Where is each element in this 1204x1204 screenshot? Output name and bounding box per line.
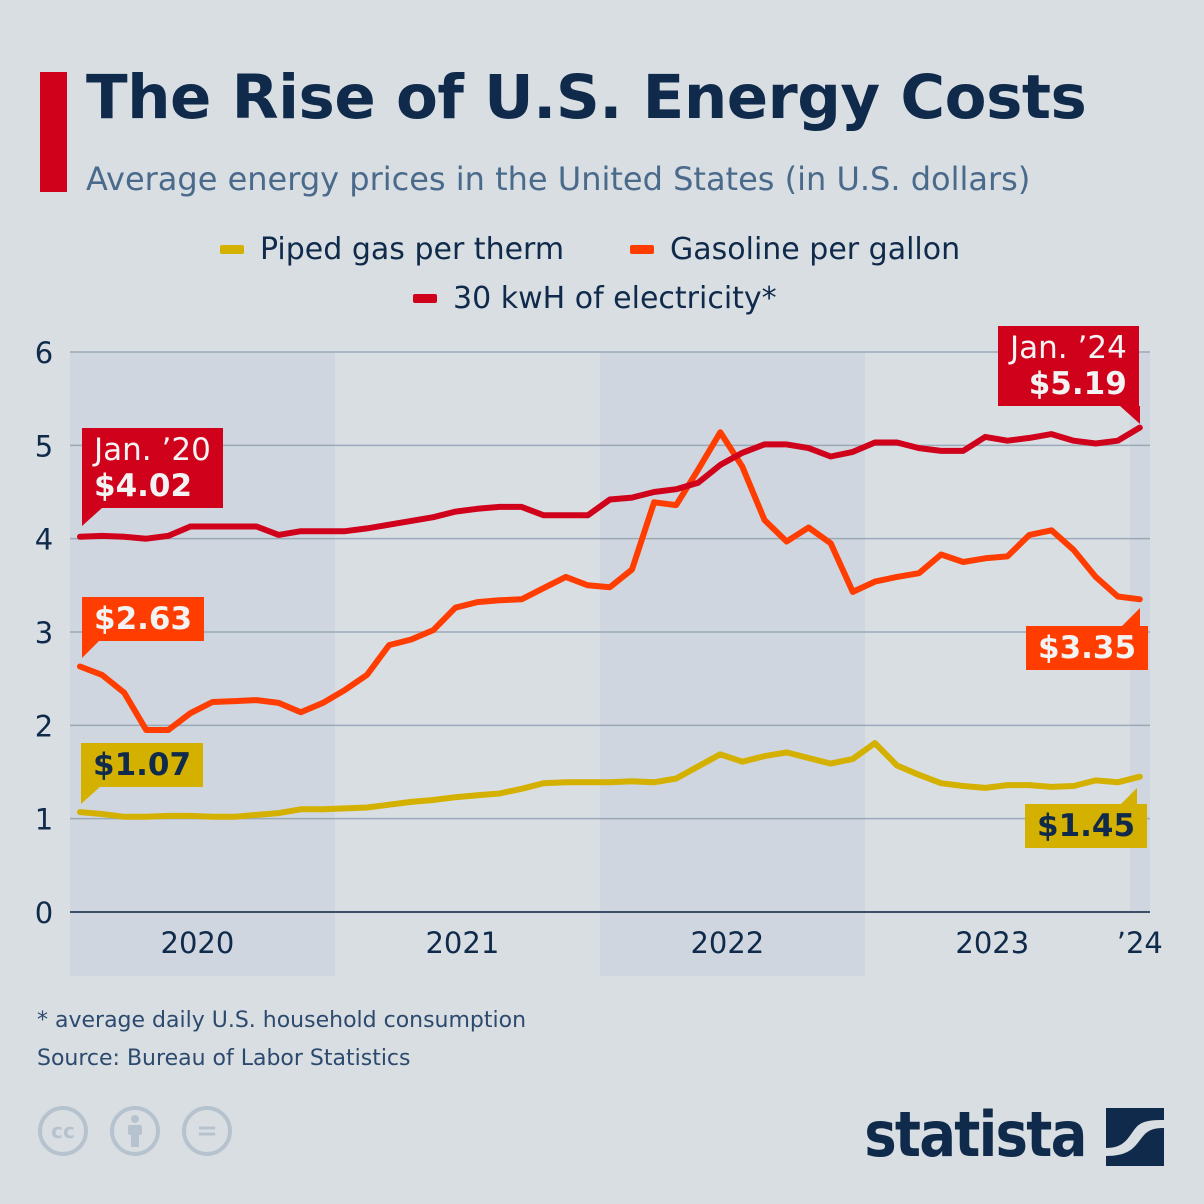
attribution-icon[interactable] <box>110 1106 160 1156</box>
legend-swatch-piped-gas <box>220 245 244 254</box>
annotation-value: $1.45 <box>1037 808 1136 844</box>
x-tick-label: 2023 <box>955 926 1029 960</box>
annotation-electricity-end: Jan. ’24 $5.19 <box>998 326 1139 406</box>
line-gasoline <box>77 429 1143 733</box>
legend-item-electricity: 30 kwH of electricity* <box>413 281 777 316</box>
title-accent-bar <box>40 72 67 192</box>
no-derivatives-icon[interactable]: = <box>182 1106 232 1156</box>
annotation-pointer <box>1120 608 1140 628</box>
y-tick-label: 0 <box>35 896 53 930</box>
equals-icon: = <box>196 1116 218 1146</box>
statista-logo-text: statista <box>864 1098 1088 1171</box>
y-tick-label: 3 <box>35 616 53 650</box>
annotation-value: $1.07 <box>93 747 192 783</box>
footnote: * average daily U.S. household consumpti… <box>37 1008 527 1033</box>
cc-icon[interactable]: cc <box>38 1106 88 1156</box>
x-tick-label: 2022 <box>690 926 764 960</box>
notes: * average daily U.S. household consumpti… <box>37 1002 526 1078</box>
y-tick-label: 6 <box>35 336 53 370</box>
legend-swatch-gasoline <box>630 245 654 254</box>
annotation-piped-gas-end: $1.45 <box>1025 804 1148 848</box>
statista-logo-icon <box>1106 1108 1164 1166</box>
y-tick-label: 1 <box>35 803 53 837</box>
y-tick-label: 5 <box>35 429 53 463</box>
annotation-gasoline-end: $3.35 <box>1026 626 1149 670</box>
annotation-value: $3.35 <box>1038 630 1137 666</box>
annotation-electricity-start: Jan. ’20 $4.02 <box>82 428 223 508</box>
source: Source: Bureau of Labor Statistics <box>37 1046 411 1071</box>
legend-label: Piped gas per therm <box>260 232 565 267</box>
legend-item-gasoline: Gasoline per gallon <box>630 232 960 267</box>
annotation-piped-gas-start: $1.07 <box>81 743 204 787</box>
annotation-pointer <box>1120 406 1140 424</box>
annotation-pointer <box>1117 788 1137 808</box>
line-piped-gas <box>77 740 1143 820</box>
annotation-value: $5.19 <box>1028 366 1127 402</box>
legend-label: Gasoline per gallon <box>670 232 961 267</box>
chart-title: The Rise of U.S. Energy Costs <box>86 62 1087 133</box>
y-tick-label: 4 <box>35 523 53 557</box>
legend-swatch-electricity <box>413 294 437 303</box>
x-tick-label: 2020 <box>161 926 235 960</box>
y-tick-label: 2 <box>35 709 53 743</box>
line-electricity <box>77 424 1143 542</box>
cc-icon-text: cc <box>51 1119 75 1143</box>
annotation-date: Jan. ’20 <box>94 432 211 468</box>
x-tick-label: ’24 <box>1117 926 1163 960</box>
legend-label: 30 kwH of electricity* <box>453 281 777 316</box>
annotation-pointer <box>82 638 102 658</box>
annotation-date: Jan. ’24 <box>1010 330 1127 366</box>
annotation-pointer <box>81 786 101 804</box>
annotation-gasoline-start: $2.63 <box>82 597 205 641</box>
person-icon <box>128 1115 142 1147</box>
chart-subtitle: Average energy prices in the United Stat… <box>86 160 1031 198</box>
x-tick-label: 2021 <box>425 926 499 960</box>
annotation-value: $4.02 <box>94 468 193 504</box>
annotation-value: $2.63 <box>94 601 193 637</box>
annotation-pointer <box>82 508 102 526</box>
legend-item-piped-gas: Piped gas per therm <box>220 232 564 267</box>
